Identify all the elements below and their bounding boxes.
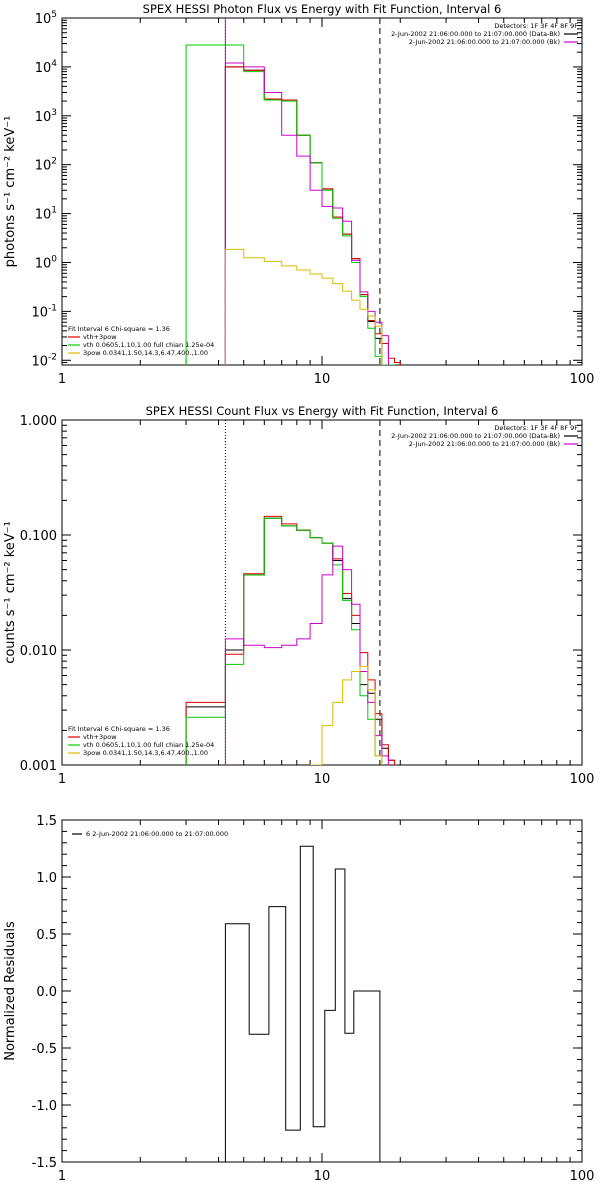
- y-tick-exponent: 1: [51, 206, 57, 216]
- y-tick-label: -1.0: [32, 1099, 57, 1114]
- header-note: Detectors: 1F 3F 4F 8F 9F: [494, 424, 578, 432]
- series-vth-3pow: [185, 515, 395, 765]
- y-tick-label: 1.0: [36, 871, 57, 886]
- series-data-bk: [224, 66, 383, 365]
- y-tick-exponent: 0: [51, 254, 57, 264]
- legend-entry: vth+3pow: [83, 733, 117, 741]
- series-data-bk: [185, 517, 395, 765]
- header-note: 2-Jun-2002 21:06:00.000 to 21:07:00.000 …: [409, 38, 560, 46]
- chart-title: SPEX HESSI Count Flux vs Energy with Fit…: [146, 404, 499, 418]
- chart-3: 1 10 100 -1.5 -1.0 -0.5 0.0 0.5 1.0 1.5 Normalized…: [3, 814, 594, 1184]
- x-tick-label: 100: [570, 772, 595, 787]
- y-axis-label: photons s⁻¹ cm⁻² keV⁻¹: [3, 116, 18, 268]
- x-tick-label: 100: [570, 1169, 595, 1184]
- legend-entry: Fit Interval 6 Chi-square = 1.36: [68, 725, 170, 733]
- y-tick-label: 0.5: [36, 928, 57, 943]
- legend-entry: vth 0.0605,1.10,1.00 full chian 1.25e-04: [83, 341, 214, 349]
- chart-title: SPEX HESSI Photon Flux vs Energy with Fi…: [143, 2, 502, 16]
- y-tick-label: 10-2: [31, 352, 57, 369]
- y-tick-label: 105: [35, 10, 57, 27]
- y-tick-label: 103: [35, 108, 57, 125]
- plot-area: [185, 18, 401, 365]
- y-tick-exponent: -1: [48, 303, 57, 313]
- y-tick-label: 0.010: [20, 644, 57, 659]
- x-tick-label: 1: [58, 372, 66, 387]
- y-tick-label: 1.000: [20, 414, 57, 429]
- y-tick-exponent: 3: [51, 108, 57, 118]
- series-3pow: [309, 665, 383, 765]
- y-tick-label: 10-1: [31, 303, 57, 320]
- series-vth: [185, 44, 395, 365]
- series-6: [224, 845, 381, 1162]
- y-tick-label: 1.5: [36, 814, 57, 829]
- y-tick-label: 100: [35, 254, 58, 271]
- y-tick-label: 102: [35, 157, 57, 174]
- legend-entry: 3pow 0.0341,1.50,14.3,6.47,400.,1.00: [83, 349, 208, 357]
- legend-entry: Fit Interval 6 Chi-square = 1.36: [68, 325, 170, 333]
- legend-entry: 3pow 0.0341,1.50,14.3,6.47,400.,1.00: [83, 749, 208, 757]
- y-tick-label: 0.0: [36, 985, 57, 1000]
- x-tick-label: 1: [58, 772, 66, 787]
- plot-area: [185, 420, 395, 765]
- y-tick-label: -0.5: [32, 1042, 57, 1057]
- y-axis-label: Normalized Residuals: [3, 921, 18, 1061]
- series-3pow: [224, 248, 383, 365]
- y-tick-exponent: 2: [51, 157, 57, 167]
- x-tick-label: 10: [314, 372, 331, 387]
- legend-entry: 6 2-Jun-2002 21:06:00.000 to 21:07:00.00…: [86, 830, 228, 838]
- y-axis-label: counts s⁻¹ cm⁻² keV⁻¹: [3, 521, 18, 664]
- x-tick-label: 10: [314, 772, 331, 787]
- series-vth: [185, 517, 383, 765]
- x-tick-label: 1: [58, 1169, 66, 1184]
- chart-1: SPEX HESSI Photon Flux vs Energy with Fi…: [3, 2, 594, 387]
- series-bk: [224, 545, 389, 765]
- y-tick-label: -1.5: [32, 1156, 57, 1171]
- legend-entry: vth 0.0605,1.10,1.00 full chian 1.25e-04: [83, 741, 214, 749]
- plot-frame: [61, 819, 583, 1163]
- plot-area: [224, 845, 381, 1162]
- y-tick-label: 101: [35, 206, 57, 223]
- header-note: 2-Jun-2002 21:06:00.000 to 21:07:00.000 …: [391, 432, 560, 440]
- series-bk: [224, 62, 389, 365]
- header-note: 2-Jun-2002 21:06:00.000 to 21:07:00.000 …: [391, 30, 560, 38]
- chart-2: SPEX HESSI Count Flux vs Energy with Fit…: [3, 404, 594, 787]
- y-tick-label: 104: [35, 59, 58, 76]
- x-tick-label: 100: [570, 372, 595, 387]
- series-vth-3pow: [224, 66, 401, 365]
- y-tick-exponent: -2: [48, 352, 57, 362]
- y-tick-label: 0.001: [20, 759, 57, 774]
- y-tick-exponent: 5: [51, 10, 57, 20]
- header-note: 2-Jun-2002 21:06:00.000 to 21:07:00.000 …: [409, 440, 560, 448]
- x-tick-label: 10: [314, 1169, 331, 1184]
- header-note: Detectors: 1F 3F 4F 8F 9F: [494, 22, 578, 30]
- y-tick-label: 0.100: [20, 529, 57, 544]
- y-tick-exponent: 4: [51, 59, 57, 69]
- legend-entry: vth+3pow: [83, 333, 117, 341]
